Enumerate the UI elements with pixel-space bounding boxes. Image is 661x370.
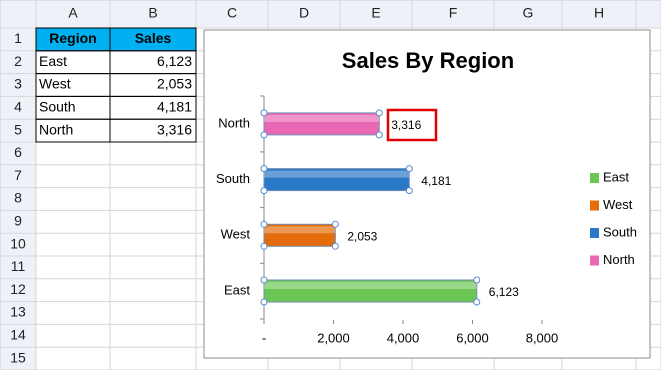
selection-handle [473,276,481,284]
bar-shine [264,114,380,122]
cell [109,118,197,143]
selection-handle [375,109,383,117]
y-tick-label: North [218,115,250,130]
legend-swatch [590,173,599,183]
y-tick-label: South [216,171,250,186]
row-header: 14 [10,327,26,343]
selection-handle [260,220,268,228]
cell-text: 3,316 [157,121,192,137]
x-tick-label: - [262,330,266,345]
selection-handle [405,187,413,195]
row-header: 2 [14,53,22,69]
legend-swatch [590,255,599,266]
cell-text: South [39,99,76,115]
column-header: E [371,5,380,21]
selection-handle [260,276,268,284]
legend-label: North [603,252,635,267]
row-header: 8 [14,190,22,206]
cell-text: 2,053 [157,76,192,92]
x-tick-label: 8,000 [526,330,559,345]
selection-handle [405,165,413,173]
legend-swatch [590,228,599,238]
selection-handle [260,109,268,117]
selection-handle [473,298,481,306]
data-label: 4,181 [421,174,451,188]
bar [263,112,380,136]
bar-shine [264,282,477,289]
column-header: G [523,5,534,21]
y-tick-label: East [224,282,250,297]
column-header: D [299,5,309,21]
highlight-box [386,108,438,142]
row-header: 11 [11,258,26,274]
selection-handle [260,298,268,306]
selection-handle [331,220,339,228]
chart-area [203,29,651,359]
row-header: 3 [14,76,22,92]
y-tick-label: West [221,227,251,242]
row-header: 4 [14,99,22,115]
column-header: B [148,5,157,21]
selection-handle [260,165,268,173]
bar-shine [264,226,336,234]
column-header: H [594,5,604,21]
selection-handle [260,187,268,195]
x-tick-label: 6,000 [456,330,489,345]
x-tick-label: 4,000 [387,330,420,345]
bar-shine [264,170,410,178]
bar [263,223,336,247]
column-header: C [227,5,237,21]
row-header: 10 [10,235,26,251]
row-header: 15 [10,349,26,365]
legend-label: South [603,224,637,239]
column-header: A [68,5,78,21]
data-label: 6,123 [489,285,519,299]
selection-handle [331,242,339,250]
row-header: 6 [14,144,22,160]
legend-swatch [590,200,599,211]
data-label: 3,316 [391,118,421,132]
legend-label: West [603,197,633,212]
row-header: 9 [14,213,22,229]
row-header: 12 [10,281,26,297]
cell-text: 4,181 [157,99,192,115]
row-header: 5 [14,121,22,137]
bar [263,279,478,303]
bar [263,168,410,192]
selection-handle [260,131,268,139]
selection-handle [260,242,268,250]
data-label: 2,053 [347,229,377,243]
row-header-bar [0,0,37,370]
column-header: F [449,5,458,21]
header-text: Sales [135,30,172,46]
cell-text: 6,123 [157,53,192,69]
row-header: 13 [10,304,26,320]
row-header: 7 [14,167,22,183]
cell-text: East [39,53,67,69]
selection-handle [375,131,383,139]
x-tick-label: 2,000 [317,330,350,345]
row-header: 1 [14,30,22,46]
cell-text: West [39,76,71,92]
legend-label: East [603,169,629,184]
chart-title: Sales By Region [342,48,514,73]
header-text: Region [49,30,96,46]
cell-text: North [39,121,73,137]
